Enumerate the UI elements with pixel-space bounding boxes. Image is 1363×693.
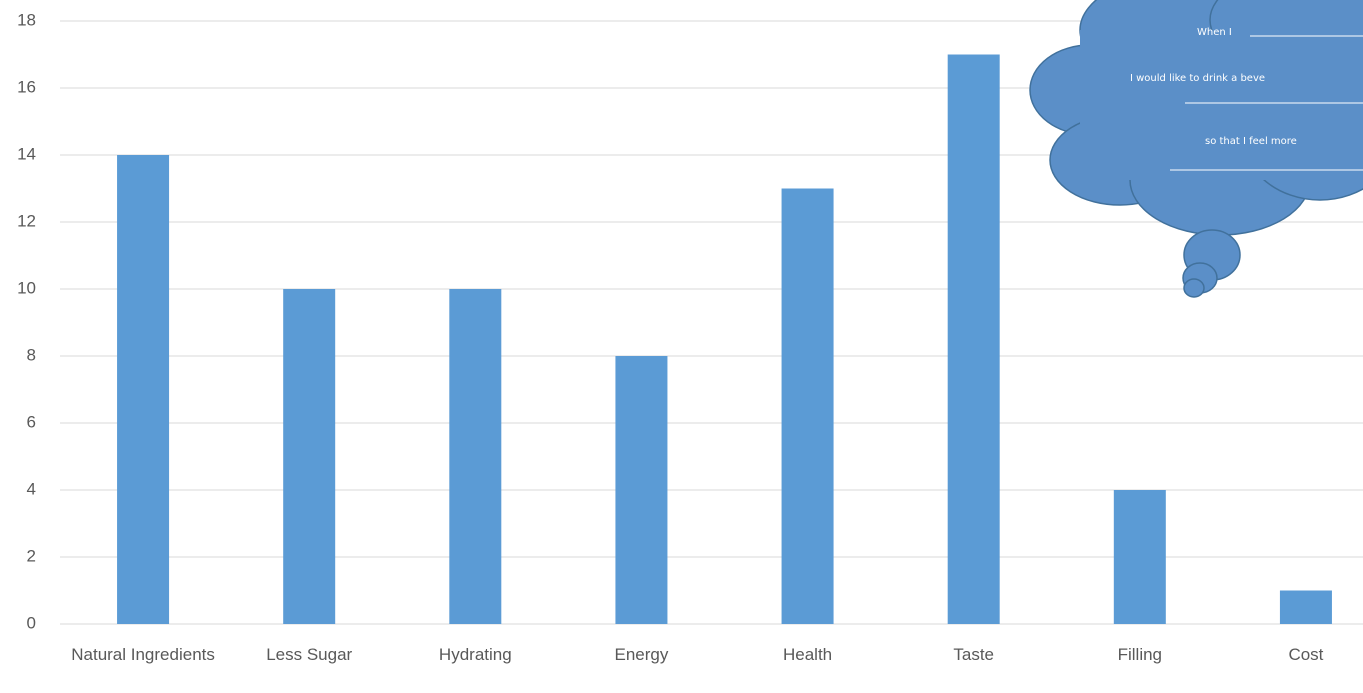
x-tick-label: Natural Ingredients bbox=[71, 645, 215, 664]
bubble-text: I would like to drink a beve bbox=[1130, 73, 1265, 84]
bar bbox=[1113, 490, 1166, 624]
y-tick-label: 2 bbox=[27, 546, 36, 565]
x-tick-label: Energy bbox=[614, 645, 669, 664]
bar bbox=[781, 188, 834, 624]
bar bbox=[1279, 590, 1332, 624]
bubble-text: so that I feel more bbox=[1205, 136, 1297, 147]
thought-bubble bbox=[1029, 0, 1363, 298]
y-tick-label: 16 bbox=[17, 77, 36, 96]
plot-area: 0 2 4 6 8 10 12 14 16 18 bbox=[17, 10, 1363, 632]
y-tick-label: 6 bbox=[27, 412, 36, 431]
x-tick-label: Hydrating bbox=[438, 645, 512, 664]
bar bbox=[449, 289, 502, 624]
x-tick-label: Taste bbox=[953, 645, 994, 664]
bubble-lines bbox=[1170, 35, 1363, 171]
y-tick-label: 12 bbox=[17, 211, 36, 230]
y-tick-label: 0 bbox=[27, 613, 36, 632]
x-tick-label: Cost bbox=[1288, 645, 1324, 664]
bar bbox=[283, 289, 336, 624]
y-tick-label: 4 bbox=[27, 479, 36, 498]
y-tick-label: 10 bbox=[17, 278, 36, 297]
x-tick-label: Health bbox=[782, 645, 833, 664]
y-tick-label: 14 bbox=[17, 144, 36, 163]
x-tick-label: Filling bbox=[1117, 645, 1163, 664]
bubble-text: When I bbox=[1197, 27, 1232, 38]
x-tick-label: Less Sugar bbox=[266, 645, 353, 664]
y-tick-label: 18 bbox=[17, 10, 36, 29]
bar bbox=[117, 155, 170, 624]
bar bbox=[947, 54, 1000, 624]
bar bbox=[615, 356, 668, 624]
y-tick-label: 8 bbox=[27, 345, 36, 364]
